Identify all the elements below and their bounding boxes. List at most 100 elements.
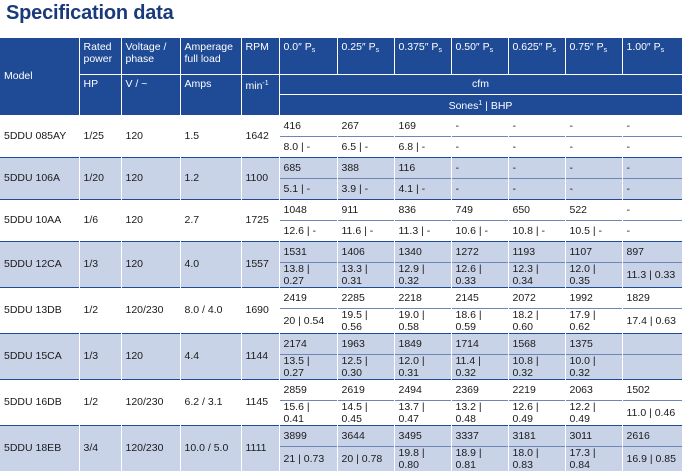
table-row: 5DDU 18EB 3/4 120/230 10.0 / 5.0 1111 3899 364… bbox=[0, 424, 682, 471]
cell-sones-bhp: 12.0 | 0.35 bbox=[565, 261, 623, 287]
cell-cfm: 388 bbox=[337, 156, 395, 178]
cell-sones-bhp: 18.2 | 0.60 bbox=[508, 307, 566, 333]
cell-cfm: 169 bbox=[394, 114, 452, 136]
cell-sones-bhp: 11.0 | 0.46 bbox=[622, 399, 682, 425]
cell-cfm: 2285 bbox=[337, 286, 395, 308]
cell-voltage: 120/230 bbox=[121, 424, 181, 471]
unit-amps: Amps bbox=[180, 74, 242, 116]
cell-sones-bhp: - bbox=[451, 135, 509, 157]
cell-voltage: 120 bbox=[121, 156, 181, 199]
cell-hp: 1/3 bbox=[79, 240, 122, 287]
cell-sones-bhp: 19.0 | 0.58 bbox=[394, 307, 452, 333]
cell-amps: 4.4 bbox=[180, 332, 242, 379]
cell-cfm: 1992 bbox=[565, 286, 623, 308]
table-row-sones: 13.5 | 0.27 12.5 | 0.30 12.0 | 0.31 11.4 | … bbox=[0, 353, 682, 379]
cell-cfm: 2419 bbox=[279, 286, 338, 308]
cell-sones-bhp: 11.3 | - bbox=[394, 219, 452, 241]
cell-cfm: - bbox=[451, 156, 509, 178]
cell-cfm: 2619 bbox=[337, 378, 395, 400]
cell-cfm: - bbox=[622, 198, 682, 220]
cell-cfm: 1714 bbox=[451, 332, 509, 354]
cell-amps: 1.2 bbox=[180, 156, 242, 199]
cell-cfm: 1963 bbox=[337, 332, 395, 354]
table-body: 5DDU 085AY 1/25 120 1.5 1642 416 267 169- - - -8.0… bbox=[0, 114, 682, 471]
cell-sones-bhp: 13.8 | 0.27 bbox=[279, 261, 338, 287]
cell-cfm: 2219 bbox=[508, 378, 566, 400]
table-row-sones: 5.1 | -3.9 | -4.1 | ----- bbox=[0, 177, 682, 199]
cell-rpm: 1145 bbox=[241, 378, 280, 425]
cell-cfm: 3495 bbox=[394, 424, 452, 446]
cell-cfm: 3337 bbox=[451, 424, 509, 446]
specification-table: Model Rated power Voltage / phase Ampera… bbox=[0, 38, 682, 471]
table-row-sones: 15.6 | 0.41 14.5 | 0.45 13.7 | 0.47 13.2 | … bbox=[0, 399, 682, 425]
cell-hp: 1/6 bbox=[79, 198, 122, 241]
table-header: Model Rated power Voltage / phase Ampera… bbox=[0, 38, 682, 116]
unit-hp: HP bbox=[79, 74, 122, 116]
cell-amps: 4.0 bbox=[180, 240, 242, 287]
cell-cfm: 897 bbox=[622, 240, 682, 262]
cell-model: 5DDU 15CA bbox=[0, 332, 80, 379]
unit-sones-bhp: Sones1 | BHP bbox=[279, 94, 682, 116]
cell-rpm: 1642 bbox=[241, 114, 280, 157]
cell-sones-bhp: 15.6 | 0.41 bbox=[279, 399, 338, 425]
cell-sones-bhp: 20 | 0.54 bbox=[279, 307, 338, 333]
cell-cfm: - bbox=[508, 114, 566, 136]
cell-amps: 10.0 / 5.0 bbox=[180, 424, 242, 471]
table-row: 5DDU 13DB 1/2 120/230 8.0 / 4.0 1690 2419 2285… bbox=[0, 286, 682, 333]
cell-rpm: 1100 bbox=[241, 156, 280, 199]
cell-cfm: 2072 bbox=[508, 286, 566, 308]
cell-amps: 6.2 / 3.1 bbox=[180, 378, 242, 425]
cell-rpm: 1557 bbox=[241, 240, 280, 287]
cell-model: 5DDU 106A bbox=[0, 156, 80, 199]
cell-sones-bhp: 12.3 | 0.34 bbox=[508, 261, 566, 287]
cell-hp: 1/25 bbox=[79, 114, 122, 157]
cell-model: 5DDU 085AY bbox=[0, 114, 80, 157]
table-row: 5DDU 15CA 1/3 120 4.4 1144 2174 1963 1849 1714 15… bbox=[0, 332, 682, 379]
cell-rpm: 1111 bbox=[241, 424, 280, 471]
cell-sones-bhp: 4.1 | - bbox=[394, 177, 452, 199]
cell-sones-bhp: - bbox=[451, 177, 509, 199]
cell-sones-bhp: 10.0 | 0.32 bbox=[565, 353, 623, 379]
col-header-ps: 0.0″ Ps bbox=[279, 38, 338, 75]
cell-cfm: 1272 bbox=[451, 240, 509, 262]
cell-cfm: 911 bbox=[337, 198, 395, 220]
cell-sones-bhp: - bbox=[508, 177, 566, 199]
cell-sones-bhp: 13.3 | 0.31 bbox=[337, 261, 395, 287]
cell-sones-bhp: - bbox=[622, 135, 682, 157]
cell-cfm: 2145 bbox=[451, 286, 509, 308]
cell-cfm: 1406 bbox=[337, 240, 395, 262]
cell-sones-bhp: 17.3 | 0.84 bbox=[565, 445, 623, 471]
cell-sones-bhp: 5.1 | - bbox=[279, 177, 338, 199]
col-header-ps: 0.625″ Ps bbox=[508, 38, 566, 75]
table-row: 5DDU 12CA 1/3 120 4.0 1557 1531 1406 1340 1272 11… bbox=[0, 240, 682, 287]
cell-cfm: - bbox=[508, 156, 566, 178]
cell-sones-bhp: 17.9 | 0.62 bbox=[565, 307, 623, 333]
cell-voltage: 120 bbox=[121, 114, 181, 157]
cell-sones-bhp: 12.0 | 0.31 bbox=[394, 353, 452, 379]
cell-cfm: 1375 bbox=[565, 332, 623, 354]
cell-cfm: 3644 bbox=[337, 424, 395, 446]
cell-rpm: 1725 bbox=[241, 198, 280, 241]
cell-sones-bhp: - bbox=[565, 177, 623, 199]
cell-cfm: 522 bbox=[565, 198, 623, 220]
cell-voltage: 120 bbox=[121, 198, 181, 241]
cell-sones-bhp: 14.5 | 0.45 bbox=[337, 399, 395, 425]
col-header-voltage: Voltage / phase bbox=[121, 38, 181, 75]
cell-sones-bhp: 12.9 | 0.32 bbox=[394, 261, 452, 287]
cell-voltage: 120 bbox=[121, 240, 181, 287]
cell-sones-bhp: 11.3 | 0.33 bbox=[622, 261, 682, 287]
cell-cfm: 836 bbox=[394, 198, 452, 220]
cell-rpm: 1690 bbox=[241, 286, 280, 333]
cell-cfm: 3011 bbox=[565, 424, 623, 446]
cell-cfm bbox=[622, 332, 682, 354]
table-row: 5DDU 085AY 1/25 120 1.5 1642 416 267 169- - - - bbox=[0, 114, 682, 157]
cell-amps: 2.7 bbox=[180, 198, 242, 241]
cell-sones-bhp bbox=[622, 353, 682, 379]
cell-cfm: 1568 bbox=[508, 332, 566, 354]
cell-cfm: 2616 bbox=[622, 424, 682, 446]
cell-cfm: 2063 bbox=[565, 378, 623, 400]
cell-sones-bhp: 10.6 | - bbox=[451, 219, 509, 241]
cell-model: 5DDU 16DB bbox=[0, 378, 80, 425]
table-row: 5DDU 106A 1/20 120 1.2 1100 685 388 116- - - - bbox=[0, 156, 682, 199]
cell-cfm: - bbox=[565, 114, 623, 136]
